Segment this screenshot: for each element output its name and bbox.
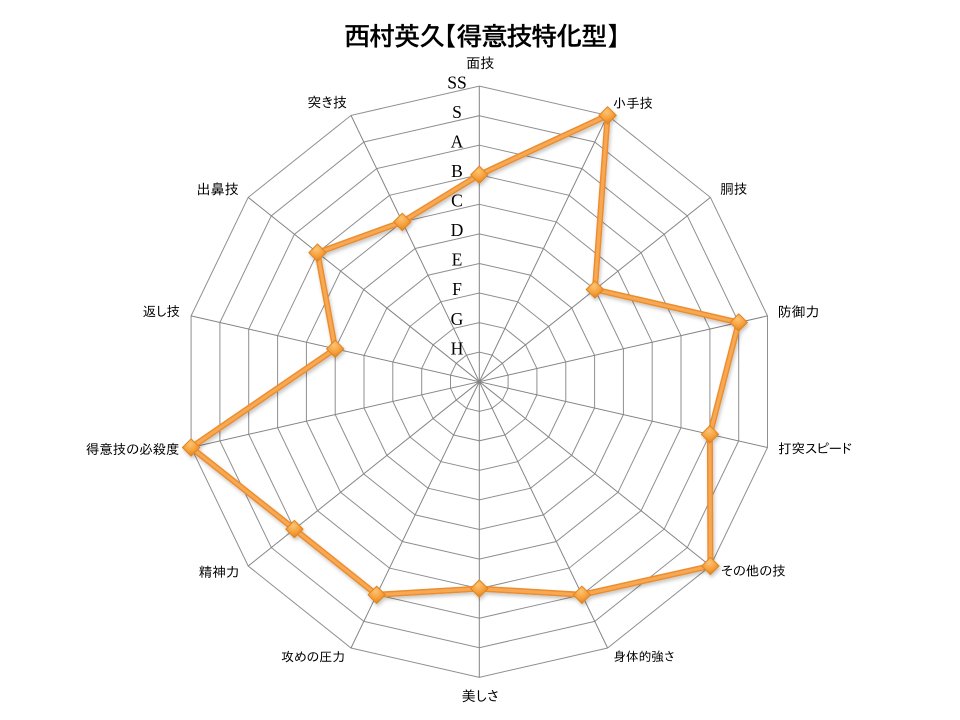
svg-text:SS: SS — [447, 72, 467, 92]
svg-text:H: H — [451, 338, 464, 358]
svg-text:F: F — [452, 279, 462, 299]
svg-text:A: A — [451, 131, 464, 151]
svg-text:C: C — [451, 191, 463, 211]
svg-text:E: E — [452, 250, 463, 270]
svg-text:G: G — [451, 309, 464, 329]
svg-text:B: B — [451, 161, 463, 181]
svg-text:D: D — [451, 220, 464, 240]
svg-text:S: S — [452, 102, 462, 122]
